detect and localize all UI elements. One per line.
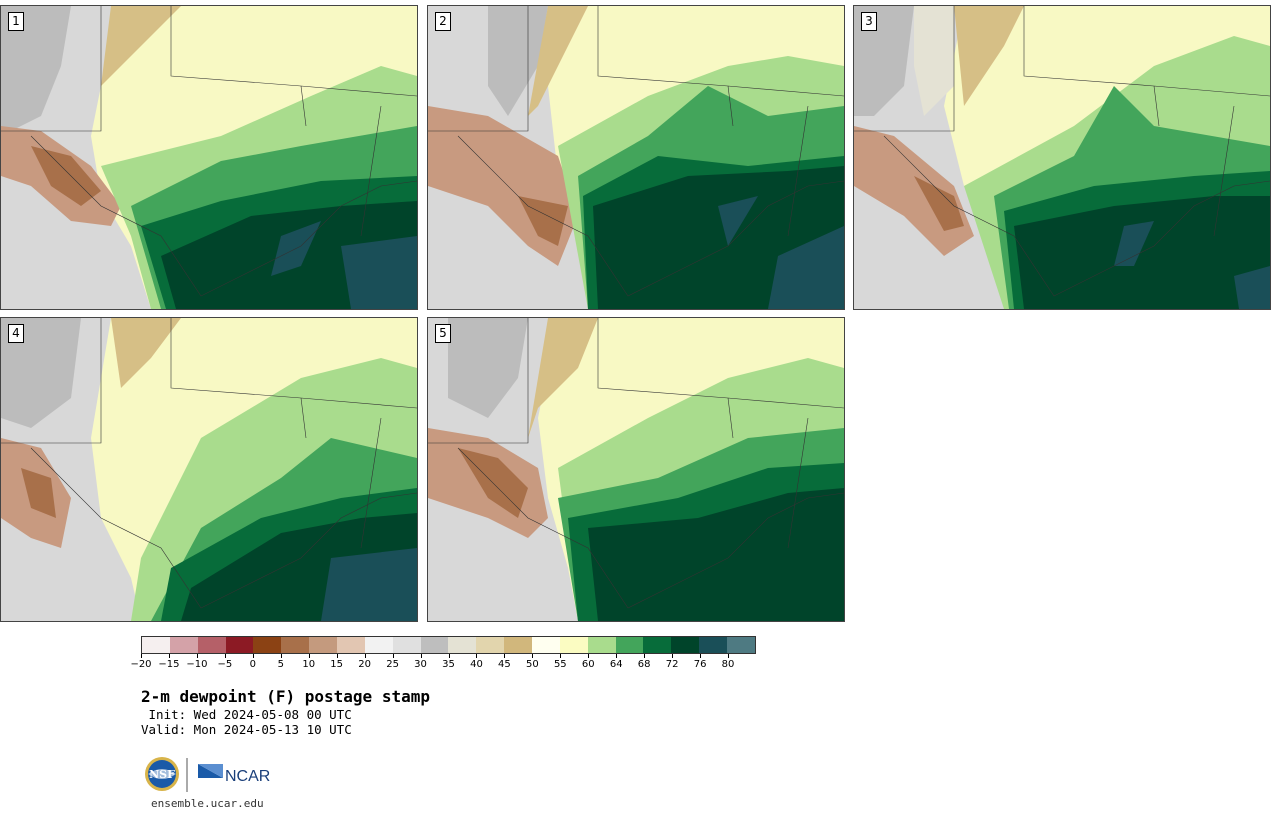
map-panel-3: 3 — [853, 5, 1271, 310]
map-panel-5: 5 — [427, 317, 845, 622]
colorbar-tick — [476, 654, 478, 658]
colorbar-segment — [197, 637, 226, 653]
colorbar-segment — [364, 637, 393, 653]
colorbar-tick-label: 76 — [693, 659, 707, 670]
colorbar-tick — [141, 654, 142, 658]
colorbar-tick — [196, 654, 198, 658]
colorbar-tick — [392, 654, 394, 658]
colorbar-tick-label: 0 — [249, 659, 256, 670]
colorbar-tick-label: 5 — [277, 659, 284, 670]
colorbar-segment — [420, 637, 449, 653]
map-panel-1: 1 — [0, 5, 418, 310]
colorbar-segment — [671, 637, 700, 653]
colorbar-tick — [308, 654, 310, 658]
colorbar-tick — [224, 654, 226, 658]
colorbar-ticks: −20 −15 −10 −5 0 5 10 15 20 25 30 35 40 45 50 55 60 64 68 7… — [130, 654, 756, 676]
map-panel-2: 2 — [427, 5, 845, 310]
source-url: ensemble.ucar.edu — [151, 797, 264, 810]
colorbar-segment — [169, 637, 198, 653]
colorbar-tick-label: −15 — [158, 659, 180, 670]
colorbar-segment — [392, 637, 421, 653]
colorbar-segment — [504, 637, 533, 653]
colorbar-tick — [336, 654, 338, 658]
dewpoint-map-2 — [428, 6, 844, 309]
colorbar-segment — [225, 637, 254, 653]
colorbar-tick-label: −20 — [130, 659, 152, 670]
colorbar-tick — [252, 654, 254, 658]
colorbar-tick-label: 50 — [525, 659, 539, 670]
colorbar-segment — [142, 637, 170, 653]
dewpoint-colorbar — [141, 636, 756, 654]
ncar-logo-icon: NCAR — [198, 764, 270, 785]
colorbar-segment — [699, 637, 728, 653]
plot-title: 2-m dewpoint (F) postage stamp — [141, 687, 430, 706]
colorbar-tick-label: 25 — [386, 659, 399, 670]
init-time: Init: Wed 2024-05-08 00 UTC — [141, 707, 352, 722]
colorbar-tick-label: 80 — [721, 659, 735, 670]
dewpoint-map-5 — [428, 318, 844, 621]
dewpoint-map-4 — [1, 318, 417, 621]
logo-graphics: NSF NCAR — [145, 757, 270, 792]
colorbar-segment — [253, 637, 282, 653]
colorbar-segment — [532, 637, 560, 653]
panel-number: 2 — [435, 12, 451, 31]
colorbar-segment — [643, 637, 672, 653]
colorbar-tick-label: 30 — [414, 659, 427, 670]
ncar-logo-text: NCAR — [225, 768, 270, 785]
colorbar-tick — [672, 654, 674, 658]
nsf-logo-icon: NSF — [145, 757, 179, 791]
colorbar-tick-label: 40 — [470, 659, 483, 670]
colorbar-segment — [559, 637, 588, 653]
colorbar-tick-label: −10 — [186, 659, 208, 670]
colorbar-tick — [364, 654, 366, 658]
panel-number: 4 — [8, 324, 24, 343]
panel-number: 1 — [8, 12, 24, 31]
colorbar-tick-label: −5 — [217, 659, 233, 670]
logos: NSF NCAR — [143, 754, 283, 796]
colorbar-tick-label: 15 — [330, 659, 344, 670]
colorbar-tick — [560, 654, 562, 658]
colorbar-tick-label: 68 — [637, 659, 651, 670]
colorbar-segment — [727, 637, 755, 653]
colorbar-segment — [281, 637, 310, 653]
colorbar-tick — [448, 654, 450, 658]
colorbar-tick-label: 20 — [358, 659, 371, 670]
colorbar-segment — [587, 637, 616, 653]
colorbar-tick — [280, 654, 282, 658]
colorbar-tick-label: 72 — [665, 659, 679, 670]
panel-number: 3 — [861, 12, 877, 31]
colorbar-segment — [448, 637, 477, 653]
colorbar-tick — [616, 654, 618, 658]
colorbar-tick-label: 45 — [498, 659, 511, 670]
colorbar-tick — [504, 654, 506, 658]
colorbar-tick-label: 10 — [302, 659, 316, 670]
colorbar-segment — [476, 637, 505, 653]
colorbar-tick — [168, 654, 170, 658]
colorbar-tick — [644, 654, 646, 658]
colorbar-tick — [728, 654, 730, 658]
colorbar-tick — [532, 654, 534, 658]
map-panel-4: 4 — [0, 317, 418, 622]
colorbar-tick — [588, 654, 590, 658]
colorbar-tick — [700, 654, 702, 658]
colorbar-segment — [309, 637, 338, 653]
dewpoint-map-3 — [854, 6, 1270, 309]
colorbar-segment — [615, 637, 644, 653]
colorbar-tick — [420, 654, 422, 658]
colorbar-tick-label: 35 — [442, 659, 455, 670]
panel-number: 5 — [435, 324, 451, 343]
valid-time: Valid: Mon 2024-05-13 10 UTC — [141, 722, 352, 737]
dewpoint-map-1 — [1, 6, 417, 309]
colorbar-tick-label: 60 — [581, 659, 595, 670]
colorbar-tick-label: 64 — [609, 659, 623, 670]
colorbar-segment — [337, 637, 365, 653]
nsf-logo-text: NSF — [149, 768, 175, 781]
colorbar-tick-label: 55 — [553, 659, 567, 670]
